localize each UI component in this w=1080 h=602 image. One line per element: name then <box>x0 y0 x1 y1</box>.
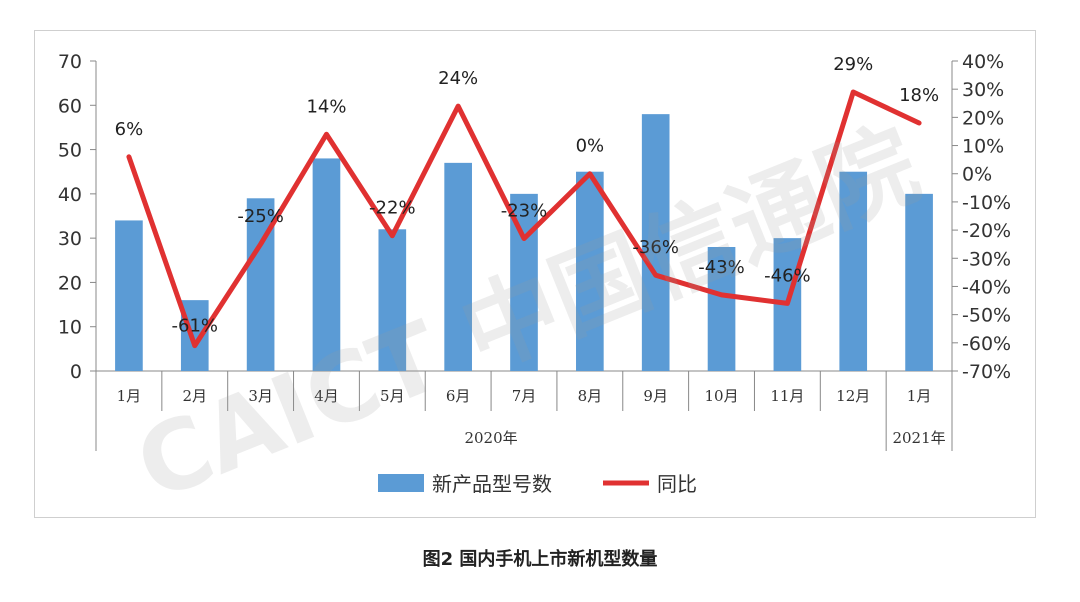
y-left-tick-label: 0 <box>70 361 82 383</box>
category-label: 9月 <box>643 387 668 405</box>
y-right-tick-label: 10% <box>962 136 1004 158</box>
bar <box>444 162 472 371</box>
y-right-tick-label: -70% <box>962 361 1011 383</box>
y-left-tick-label: 20 <box>58 272 82 294</box>
bar <box>839 171 868 371</box>
year-group-label: 2021年 <box>892 429 945 447</box>
yoy-data-label: -43% <box>698 257 745 278</box>
yoy-data-label: -25% <box>237 206 284 227</box>
yoy-data-label: 18% <box>899 85 939 106</box>
y-left-tick-label: 50 <box>58 140 82 162</box>
category-label: 12月 <box>836 387 870 405</box>
yoy-data-label: 29% <box>833 54 873 75</box>
figure-caption: 图2 国内手机上市新机型数量 <box>422 549 658 570</box>
yoy-data-label: 6% <box>115 119 144 140</box>
legend-bar-label: 新产品型号数 <box>432 472 552 496</box>
chart-frame: 0 10 20 30 40 50 60 70 -70% -60% -50% -40% -30% -20% -… <box>34 30 1036 518</box>
bar <box>115 220 143 371</box>
category-label: 1月 <box>907 387 932 405</box>
bar <box>707 247 736 371</box>
bar <box>312 158 341 371</box>
bar <box>905 193 933 371</box>
legend-line-label: 同比 <box>657 472 697 496</box>
bar <box>378 229 407 371</box>
category-label: 2月 <box>182 387 207 405</box>
y-left-tick-label: 30 <box>58 228 82 250</box>
legend-bar-swatch <box>378 474 424 492</box>
y-right-tick-label: -60% <box>962 333 1011 355</box>
category-label: 11月 <box>770 387 804 405</box>
yoy-data-label: -22% <box>369 198 416 219</box>
yoy-data-label: -61% <box>172 316 219 337</box>
y-right-tick-label: 0% <box>962 164 992 186</box>
y-right-tick-label: -20% <box>962 220 1011 242</box>
y-left-tick-label: 70 <box>58 51 82 73</box>
y-right-tick-label: -40% <box>962 276 1011 298</box>
yoy-data-label: -46% <box>764 265 811 286</box>
category-label: 7月 <box>512 387 537 405</box>
y-right-tick-label: -50% <box>962 305 1011 327</box>
year-group-label: 2020年 <box>464 429 517 447</box>
y-left-tick-label: 60 <box>58 95 82 117</box>
y-right-tick-label: 20% <box>962 107 1004 129</box>
chart: 0 10 20 30 40 50 60 70 -70% -60% -50% -40% -30% -20% -… <box>58 51 1011 496</box>
category-label: 5月 <box>380 387 405 405</box>
y-left-tick-label: 10 <box>58 317 82 339</box>
y-right-tick-label: -10% <box>962 192 1011 214</box>
bar <box>576 171 604 371</box>
category-label: 4月 <box>314 387 339 405</box>
yoy-data-label: 14% <box>306 96 346 117</box>
yoy-data-label: -36% <box>632 237 679 258</box>
yoy-data-label: 24% <box>438 68 478 89</box>
y-right-tick-label: -30% <box>962 248 1011 270</box>
category-label: 6月 <box>446 387 471 405</box>
category-label: 1月 <box>117 387 142 405</box>
category-label: 3月 <box>248 387 273 405</box>
y-right-tick-label: 40% <box>962 51 1004 73</box>
yoy-data-label: 0% <box>576 136 605 157</box>
yoy-data-label: -23% <box>501 201 548 222</box>
bar <box>641 114 670 372</box>
category-label: 10月 <box>704 387 738 405</box>
category-label: 8月 <box>578 387 603 405</box>
y-right-tick-label: 30% <box>962 79 1004 101</box>
y-left-tick-label: 40 <box>58 184 82 206</box>
